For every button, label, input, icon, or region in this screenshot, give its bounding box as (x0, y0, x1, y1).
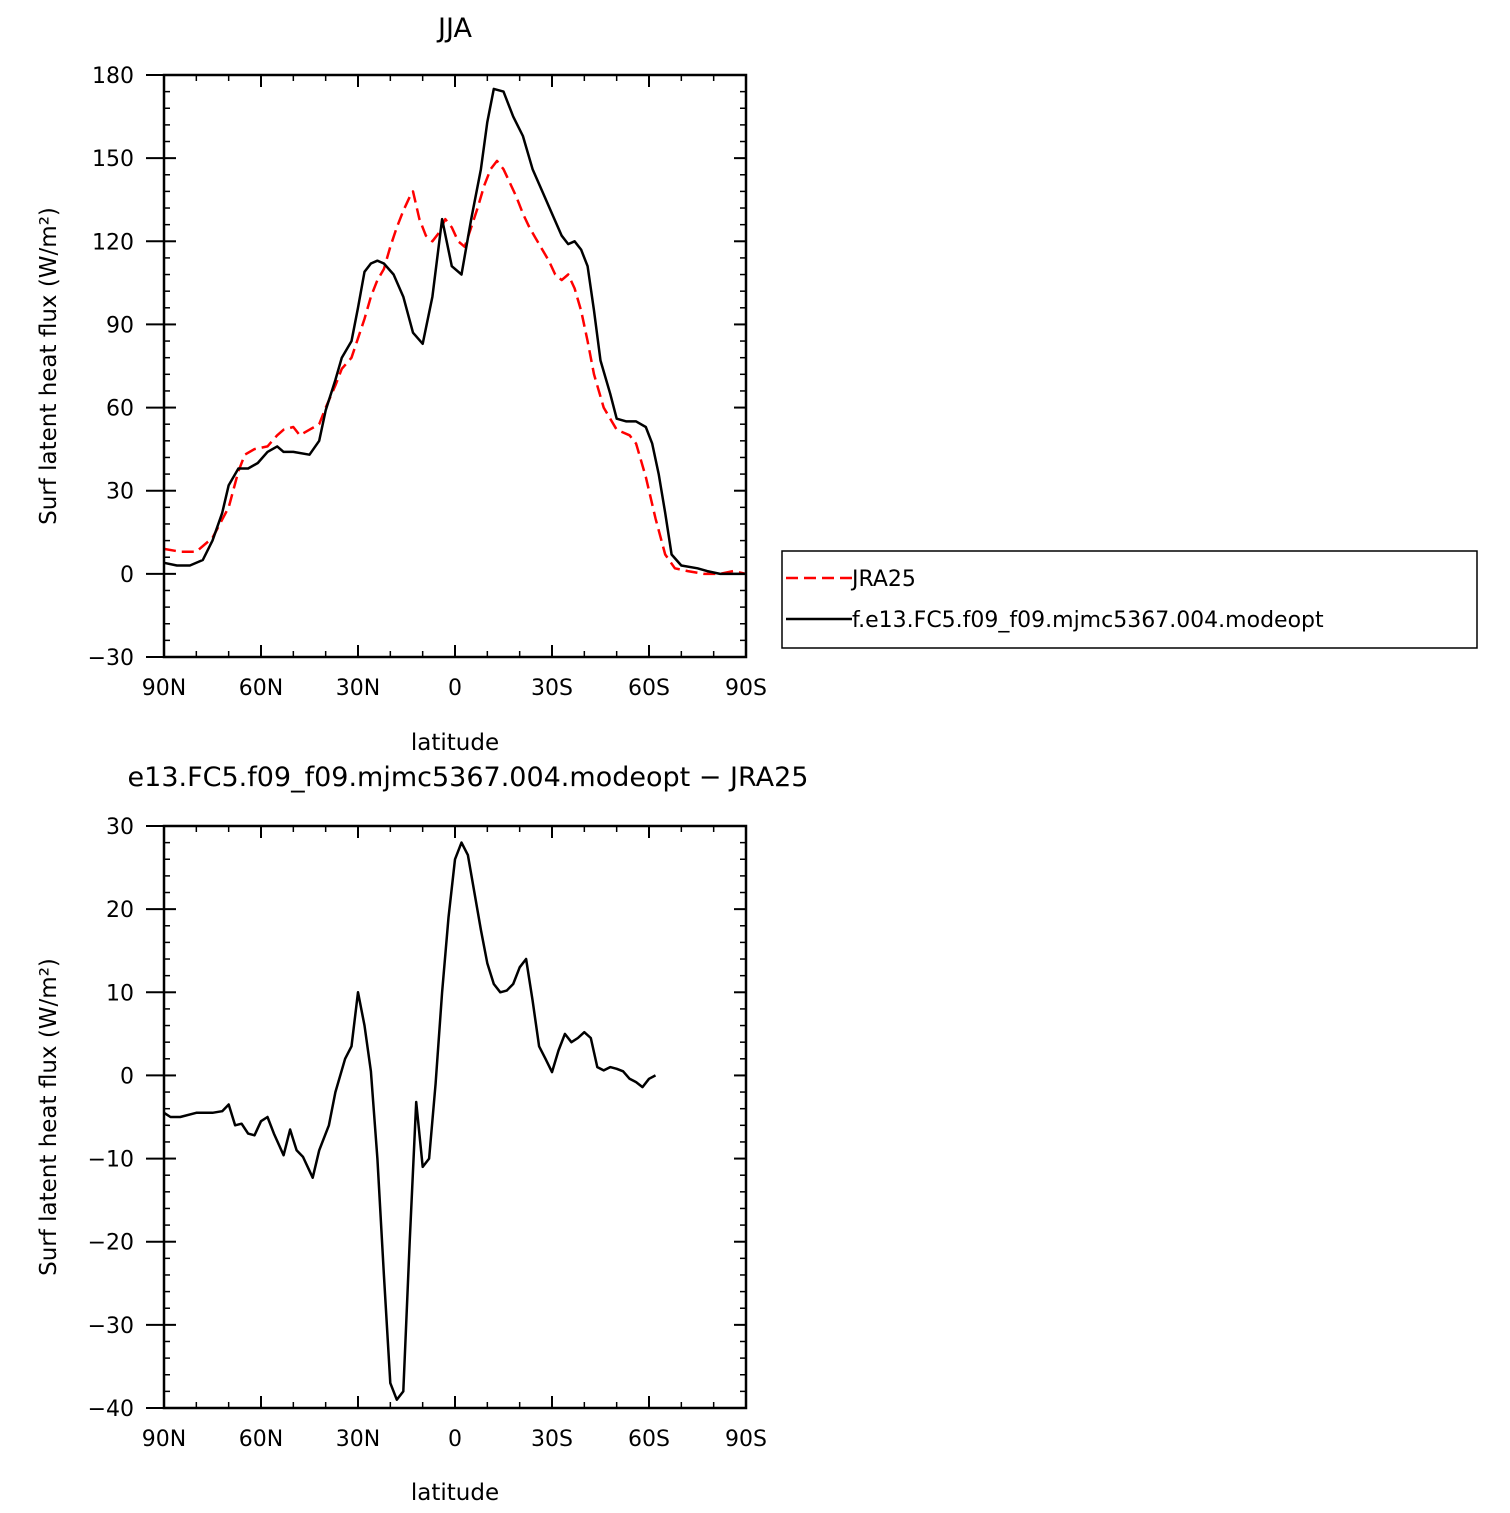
legend-label-model: f.e13.FC5.f09_f09.mjmc5367.004.modeopt (852, 608, 1324, 633)
top-y-axis-label: Surf latent heat flux (W/m²) (36, 207, 62, 525)
bottom-y-tick-label: −40 (88, 1397, 134, 1422)
bottom-y-tick-label: −10 (88, 1148, 134, 1173)
bottom-series-lines (163, 841, 657, 1401)
bottom-x-tick-label: 0 (448, 1427, 462, 1452)
top-y-tick-label: 180 (92, 64, 134, 89)
bottom-x-tick-label: 30S (531, 1427, 573, 1452)
bottom-y-tick-label: −30 (88, 1314, 134, 1339)
top-y-tick-label: 30 (106, 480, 134, 505)
top-x-axis-label: latitude (411, 730, 499, 756)
top-x-tick-label: 30S (531, 676, 573, 701)
top-y-tick-label: 90 (106, 313, 134, 338)
bottom-y-tick-label: 20 (106, 898, 134, 923)
top-chart-title: JJA (436, 13, 472, 44)
legend: JRA25 f.e13.FC5.f09_f09.mjmc5367.004.mod… (781, 550, 1478, 649)
bottom-plot-frame (162, 824, 748, 1410)
top-x-tick-label: 0 (448, 676, 462, 701)
top-panel: JJA 90N 60N 30N 0 30S 60S 90S −30 0 30 60 90 120 150 1… (36, 13, 767, 756)
top-y-tick-label: 0 (120, 563, 134, 588)
bottom-y-tick-label: 10 (106, 981, 134, 1006)
bottom-series-line-0 (163, 841, 657, 1401)
bottom-x-tick-label: 60N (239, 1427, 283, 1452)
top-x-tick-label: 60N (239, 676, 283, 701)
top-series-lines (163, 87, 747, 576)
bottom-x-tick-label: 90S (725, 1427, 767, 1452)
top-y-tick-label: 150 (92, 147, 134, 172)
legend-label-jra25: JRA25 (850, 567, 916, 592)
bottom-y-tick-label: −20 (88, 1231, 134, 1256)
bottom-y-axis-label: Surf latent heat flux (W/m²) (36, 958, 62, 1276)
bottom-axis-ticks: 90N 60N 30N 0 30S 60S 90S −40 −30 −20 −10 0 10 20 30 (88, 815, 767, 1452)
bottom-x-tick-label: 60S (628, 1427, 670, 1452)
bottom-chart-title: e13.FC5.f09_f09.mjmc5367.004.modeopt − J… (128, 762, 809, 793)
top-axis-ticks: 90N 60N 30N 0 30S 60S 90S −30 0 30 60 90 120 150 180 (88, 64, 767, 701)
top-plot-frame (162, 73, 748, 659)
bottom-x-tick-label: 90N (142, 1427, 186, 1452)
legend-box (781, 550, 1478, 649)
top-x-tick-label: 30N (336, 676, 380, 701)
top-y-tick-label: 120 (92, 230, 134, 255)
top-x-tick-label: 60S (628, 676, 670, 701)
top-series-line-1 (163, 87, 746, 576)
bottom-y-tick-label: 0 (120, 1064, 134, 1089)
top-x-tick-label: 90N (142, 676, 186, 701)
top-y-tick-label: 60 (106, 397, 134, 422)
top-y-tick-label: −30 (88, 646, 134, 671)
bottom-x-axis-label: latitude (411, 1480, 499, 1506)
top-x-tick-label: 90S (725, 676, 767, 701)
bottom-x-tick-label: 30N (336, 1427, 380, 1452)
bottom-panel: e13.FC5.f09_f09.mjmc5367.004.modeopt − J… (36, 762, 808, 1506)
bottom-y-tick-label: 30 (106, 815, 134, 840)
top-series-line-0 (163, 159, 747, 576)
